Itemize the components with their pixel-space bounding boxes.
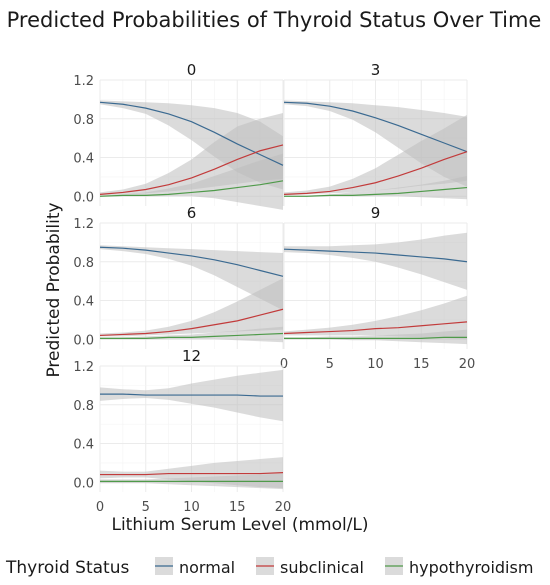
ci-band-normal [100, 245, 283, 311]
ci-band-hypothyroidism [284, 329, 467, 345]
x-tick-label: 15 [413, 357, 430, 372]
y-tick-label: 0.4 [73, 295, 94, 310]
facet-label-3: 3 [371, 61, 381, 79]
series-line-hypothyroidism [100, 332, 284, 339]
ci-band-subclinical [284, 114, 467, 196]
facet-panel-9: 9 0 5 10 15 20 [280, 204, 475, 372]
y-tick-label: 0.0 [73, 190, 94, 205]
legend-label-subclinical: subclinical [280, 558, 364, 577]
ci-band-subclinical [100, 278, 283, 337]
series-line-hypothyroidism [99, 180, 284, 197]
series-line-normal [99, 246, 284, 277]
x-tick-label: 0 [96, 500, 104, 515]
facet-label-6: 6 [187, 204, 197, 222]
facet-panel-12: 12 0.0 0.4 0.8 1.2 0 5 10 15 20 [73, 347, 291, 515]
y-tick-label: 1.2 [73, 217, 94, 232]
series-line-normal [99, 101, 284, 166]
series-line-subclinical [100, 472, 284, 476]
facet-panel-3: 3 [283, 61, 468, 206]
legend-title: Thyroid Status [5, 558, 129, 578]
x-axis-label: Lithium Serum Level (mmol/L) [111, 515, 368, 535]
y-tick-label: 0.4 [73, 152, 94, 167]
facet-panel-0: 0 0.0 0.4 0.8 1.2 [73, 61, 284, 210]
legend: Thyroid Status normal subclinical hypothyr… [5, 557, 533, 578]
series-line-subclinical [283, 321, 468, 335]
series-line-normal [100, 393, 283, 397]
x-tick-label: 5 [326, 357, 334, 372]
series-line-hypothyroidism [284, 186, 468, 197]
ci-band-normal [284, 232, 467, 290]
series-line-subclinical [99, 144, 284, 195]
series-line-hypothyroidism [284, 336, 467, 339]
x-tick-label: 20 [459, 357, 476, 372]
ci-band-hypothyroidism [284, 175, 467, 200]
ci-band-subclinical [284, 295, 467, 340]
x-tick-label: 0 [280, 357, 288, 372]
series-line-normal [283, 101, 468, 153]
series-line-subclinical [283, 151, 468, 195]
x-tick-label: 5 [142, 500, 150, 515]
x-tick-label: 20 [275, 500, 292, 515]
legend-item-hypothyroidism: hypothyroidism [385, 557, 533, 577]
y-tick-label: 1.2 [73, 360, 94, 375]
x-tick-label: 10 [183, 500, 200, 515]
legend-item-normal: normal [155, 557, 235, 577]
legend-item-subclinical: subclinical [256, 557, 364, 577]
legend-label-hypothyroidism: hypothyroidism [409, 558, 533, 577]
facet-panel-6: 6 0.0 0.4 0.8 1.2 [73, 204, 284, 349]
facet-label-0: 0 [187, 61, 197, 79]
y-tick-label: 0.8 [73, 256, 94, 271]
facet-label-9: 9 [371, 204, 381, 222]
series-line-subclinical [99, 308, 284, 337]
chart-title: Predicted Probabilities of Thyroid Statu… [7, 8, 542, 32]
legend-keys: normal subclinical hypothyroidism [155, 557, 533, 577]
y-tick-label: 1.2 [73, 74, 94, 89]
y-tick-label: 0.4 [73, 438, 94, 453]
y-tick-label: 0.0 [73, 476, 94, 491]
y-tick-label: 0.0 [73, 333, 94, 348]
x-tick-label: 15 [229, 500, 246, 515]
facet-label-12: 12 [182, 347, 201, 365]
x-tick-label: 10 [367, 357, 384, 372]
y-axis-label: Predicted Probability [44, 202, 64, 377]
y-tick-label: 0.8 [73, 113, 94, 128]
series-line-normal [283, 248, 468, 263]
y-tick-label: 0.8 [73, 399, 94, 414]
ci-band-normal [284, 100, 467, 187]
legend-label-normal: normal [179, 558, 235, 577]
